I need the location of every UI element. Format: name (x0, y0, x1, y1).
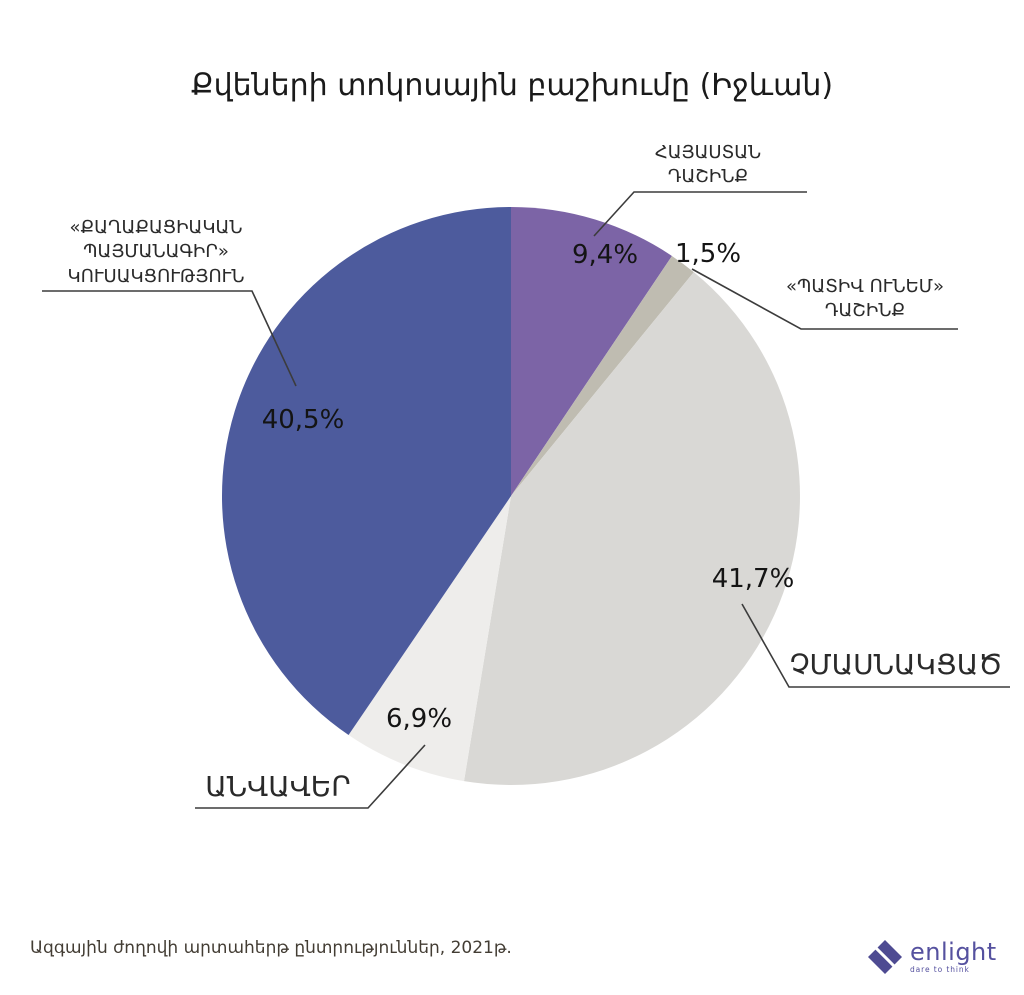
enlight-logo: enlight dare to think (868, 940, 997, 974)
label-line: ԱՆՎԱՎԵՐ (205, 770, 351, 803)
label-qaghaqaciakan-paymanagir: «ՔԱՂԱՔԱՑԻԱԿԱՆ ՊԱՅՄԱՆԱԳԻՐ» ԿՈՒՍԱԿՑՈՒԹՅՈՒՆ (44, 216, 268, 289)
leader-line-hayastan (593, 191, 807, 237)
leader-lines-group (42, 191, 1010, 809)
label-anvaver: ԱՆՎԱՎԵՐ (188, 770, 368, 804)
label-hayastan-dashink: ՀԱՅԱՍՏԱՆ ԴԱՇԻՆՔ (620, 141, 796, 190)
pie-slice-0 (511, 207, 672, 496)
enlight-logo-tagline: dare to think (910, 965, 970, 974)
leader-line-anvaver (195, 744, 426, 809)
label-line: ՉՄԱՍՆԱԿՑԱԾ (789, 648, 1003, 681)
label-line: «ՔԱՂԱՔԱՑԻԱԿԱՆ (69, 217, 243, 238)
pct-hayastan: 9,4% (571, 240, 639, 270)
chart-title: Քվեների տոկոսային բաշխումը (Իջևան) (190, 68, 834, 103)
label-line: ԴԱՇԻՆՔ (667, 166, 749, 188)
label-line: ՀԱՅԱՍՏԱՆ (654, 142, 762, 163)
label-line: ԿՈՒՍԱԿՑՈՒԹՅՈՒՆ (67, 265, 245, 287)
pct-qp: 40,5% (261, 405, 345, 435)
pie-slices-group (221, 207, 800, 785)
label-chmasnakcats: ՉՄԱՍՆԱԿՑԱԾ (782, 648, 1010, 682)
leader-line-pativ (691, 268, 958, 330)
pct-pativ: 1,5% (674, 239, 742, 269)
pie-slice-2 (464, 272, 800, 785)
enlight-logo-text: enlight (910, 938, 997, 966)
source-caption: Ազգային ժողովի արտահերթ ընտրություններ, … (30, 938, 512, 958)
pie-slice-1 (511, 255, 694, 496)
leader-line-qp (42, 290, 297, 387)
label-line: ՊԱՅՄԱՆԱԳԻՐ» (83, 241, 229, 263)
pct-chmasnakcats: 41,7% (711, 564, 795, 594)
enlight-logo-icon (868, 940, 902, 974)
label-line: «ՊԱՏԻՎ ՈՒՆԵՄ» (785, 276, 945, 297)
leader-line-chmasnakcats (741, 603, 1010, 688)
label-line: ԴԱՇԻՆՔ (824, 300, 906, 322)
pie-slice-3 (348, 496, 511, 782)
label-pativ-unem-dashink: «ՊԱՏԻՎ ՈՒՆԵՄ» ԴԱՇԻՆՔ (770, 275, 960, 324)
pie-slice-4 (221, 207, 511, 736)
pct-anvaver: 6,9% (385, 704, 453, 734)
